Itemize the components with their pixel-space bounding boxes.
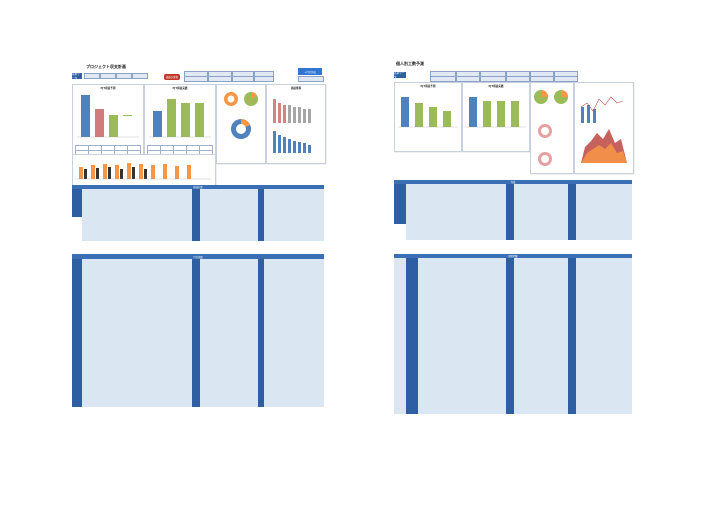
pjt-actual-panel: PJT損益実績 xyxy=(144,84,216,164)
pjt-forecast-chart xyxy=(77,95,139,138)
r-area-chart xyxy=(580,96,627,163)
right-bottom-grid-c xyxy=(576,258,632,414)
right-top-grid-b xyxy=(514,184,568,240)
right-bottom-grid-a xyxy=(418,258,506,414)
left-field-3[interactable] xyxy=(116,73,132,79)
r-pjt-forecast-chart xyxy=(398,97,458,128)
right-bottom-col-a xyxy=(406,258,418,414)
right-sheet-title: 個人別工数予測 xyxy=(396,61,424,66)
r-pjt-actual-panel: PJT損益実績 xyxy=(462,82,530,152)
trend-panel: 損益推移 xyxy=(266,84,326,164)
right-bottom-col-b xyxy=(506,258,514,414)
left-bottom-grid-b xyxy=(200,259,258,407)
bar-actual-cost xyxy=(167,99,176,137)
left-field-10[interactable] xyxy=(232,76,254,82)
right-field-8[interactable] xyxy=(506,76,530,82)
monthly-button[interactable]: +月次作成 xyxy=(298,68,322,75)
right-top-col-c xyxy=(568,184,576,240)
left-top-grid-a xyxy=(82,189,192,241)
trend-title: 損益推移 xyxy=(290,87,302,90)
right-field-4[interactable] xyxy=(456,76,480,82)
r-pjt-forecast-title: PJT損益予測 xyxy=(420,85,436,88)
bar-actual-sga xyxy=(195,103,204,137)
right-section-bottom: 個別明細 xyxy=(394,254,632,258)
left-top-col-a xyxy=(72,189,82,217)
r-donut-charts xyxy=(534,90,568,166)
r-pjt-forecast-panel: PJT損益予測 xyxy=(394,82,462,152)
left-sheet-title: プロジェクト収支計画 xyxy=(86,64,126,69)
right-field-12[interactable] xyxy=(554,76,578,82)
right-top-grid-c xyxy=(576,184,632,240)
left-bottom-col-b xyxy=(192,259,200,407)
right-top-col-a xyxy=(394,184,406,224)
left-bottom-col-a xyxy=(72,259,82,407)
pjt-forecast-panel: PJT損益予測 xyxy=(72,84,144,164)
left-field-2[interactable] xyxy=(100,73,116,79)
pjt-actual-title: PJT損益実績 xyxy=(172,87,188,90)
right-bottom-col-c xyxy=(568,258,576,414)
left-field-12[interactable] xyxy=(254,76,274,82)
left-top-grid-c xyxy=(264,189,324,241)
tag-button[interactable]: 損益計算書 xyxy=(164,74,180,80)
right-bottom-grid-0 xyxy=(394,258,406,414)
left-field-6[interactable] xyxy=(184,76,208,82)
bar-actual-gross xyxy=(181,103,190,137)
r-pjt-actual-chart xyxy=(466,97,526,128)
right-section-top: 作業 xyxy=(394,180,632,184)
bar-sga xyxy=(123,115,132,116)
bar-gross xyxy=(109,115,118,137)
left-top-col-b xyxy=(192,189,200,241)
left-section-top: 損益計算 xyxy=(72,185,324,189)
right-field-6[interactable] xyxy=(480,76,506,82)
pjt-forecast-title: PJT損益予測 xyxy=(100,87,116,90)
left-field-1[interactable] xyxy=(84,73,100,79)
bar-actual-sales xyxy=(153,111,162,137)
monthly-bar-panel xyxy=(72,154,216,186)
monthly-bar-chart xyxy=(75,163,211,180)
left-bottom-grid-a xyxy=(82,259,192,407)
right-bottom-grid-b xyxy=(514,258,568,414)
right-field-2[interactable] xyxy=(430,76,456,82)
left-sheet: プロジェクト収支計画 基本データ 損益計算書 +月次作成 PJT損益予測 PJT… xyxy=(72,64,326,410)
r-pjt-actual-title: PJT損益実績 xyxy=(488,85,504,88)
left-field-8[interactable] xyxy=(208,76,232,82)
left-top-col-c xyxy=(258,189,264,241)
left-top-grid-b xyxy=(200,189,258,241)
r-donut-panel xyxy=(530,82,574,174)
donut-charts xyxy=(224,92,258,139)
left-bottom-grid-c xyxy=(264,259,324,407)
pjt-actual-chart xyxy=(149,99,211,138)
left-field-13[interactable] xyxy=(298,76,324,82)
donut-panel xyxy=(216,84,266,164)
right-top-col-b xyxy=(506,184,514,240)
right-tab-label[interactable]: 基本データ xyxy=(394,72,406,79)
left-field-4[interactable] xyxy=(132,73,148,79)
right-top-grid-a xyxy=(406,184,506,240)
bar-cost xyxy=(95,109,104,137)
left-bottom-col-c xyxy=(258,259,264,407)
r-area-panel xyxy=(574,82,634,174)
left-tab-label[interactable]: 基本データ xyxy=(72,73,82,80)
right-field-10[interactable] xyxy=(530,76,554,82)
right-sheet: 個人別工数予測 基本データ PJT損益予測 PJT損益実績 xyxy=(394,61,634,415)
bar-sales xyxy=(81,95,90,137)
trend-chart xyxy=(273,99,311,153)
left-section-bottom: 月次詳細 xyxy=(72,254,324,259)
